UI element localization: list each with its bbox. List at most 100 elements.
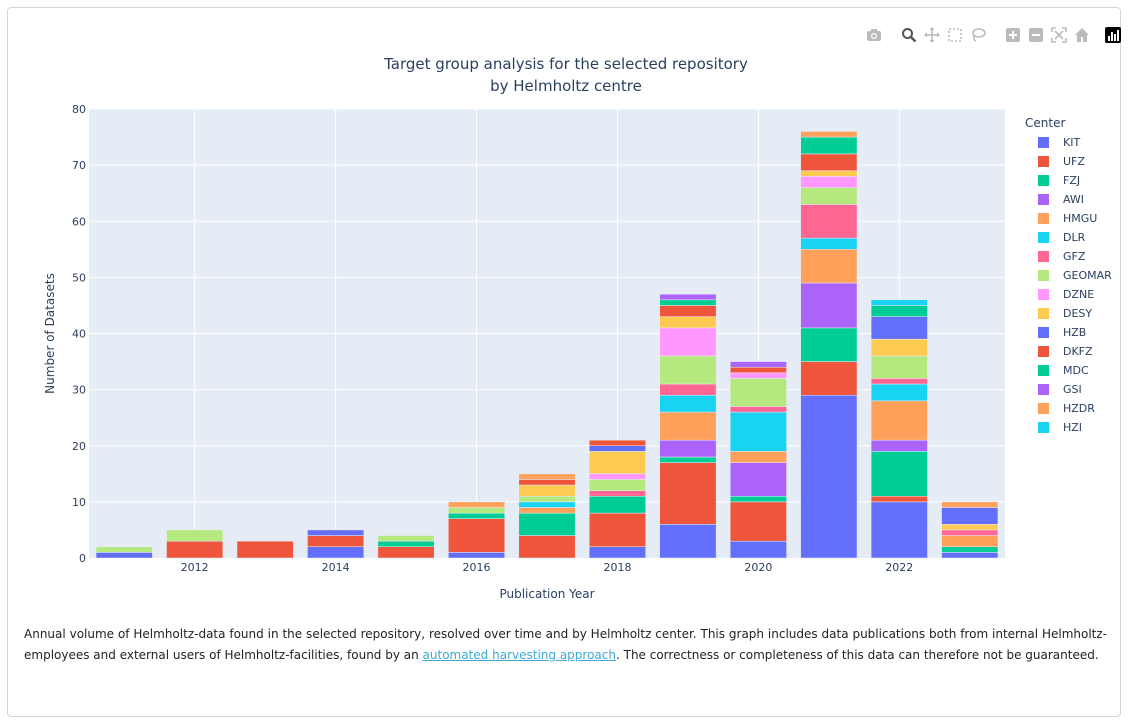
bar-gsi-2020 — [729, 361, 787, 368]
lasso-select-icon[interactable] — [968, 25, 988, 45]
x-tick-label: 2022 — [885, 561, 913, 574]
bar-gfz-2020 — [729, 406, 787, 413]
legend-swatch-hzb — [1038, 327, 1049, 338]
legend-swatch-ufz — [1038, 156, 1049, 167]
bar-geomar-2016 — [448, 507, 505, 514]
x-tick-label: 2016 — [463, 561, 491, 574]
bar-ufz-2018 — [589, 512, 646, 548]
box-select-icon[interactable] — [945, 25, 965, 45]
bar-geomar-2012 — [166, 529, 224, 542]
bar-dzne-2020 — [729, 372, 787, 379]
legend-swatch-dlr — [1038, 232, 1049, 243]
bar-geomar-2020 — [729, 378, 787, 407]
y-tick-label: 70 — [72, 159, 86, 172]
bar-geomar-2018 — [589, 479, 646, 491]
legend-swatch-geomar — [1038, 270, 1049, 281]
autoscale-icon[interactable] — [1049, 25, 1069, 45]
bar-kit-2020 — [729, 540, 787, 559]
y-tick-label: 60 — [72, 215, 86, 228]
legend-label-hzi: HZI — [1063, 421, 1082, 434]
bar-kit-2018 — [589, 546, 646, 559]
legend-label-geomar: GEOMAR — [1063, 269, 1112, 282]
y-tick-label: 30 — [72, 384, 86, 397]
bar-ufz-2016 — [448, 518, 505, 553]
legend-label-mdc: MDC — [1063, 364, 1089, 377]
legend-label-awi: AWI — [1063, 193, 1084, 206]
harvesting-approach-link[interactable]: automated harvesting approach — [422, 648, 616, 662]
y-tick-label: 0 — [79, 552, 86, 565]
x-tick-label: 2018 — [603, 561, 631, 574]
legend-swatch-gsi — [1038, 384, 1049, 395]
legend-label-dkfz: DKFZ — [1063, 345, 1093, 358]
legend-label-ufz: UFZ — [1063, 155, 1085, 168]
zoom-in-icon[interactable] — [1003, 25, 1023, 45]
legend-title: Center — [1025, 116, 1065, 130]
bar-hzb-2023 — [941, 507, 999, 525]
legend-label-fzj: FZJ — [1063, 174, 1080, 187]
zoom-out-icon[interactable] — [1026, 25, 1046, 45]
bar-dzne-2018 — [589, 473, 646, 480]
bar-dlr-2017 — [518, 501, 576, 508]
bar-geomar-2017 — [518, 496, 576, 503]
bar-geomar-2021 — [800, 187, 858, 205]
y-tick-label: 40 — [72, 328, 86, 341]
bar-hzdr-2016 — [448, 501, 505, 508]
bar-fzj-2018 — [589, 496, 646, 514]
bar-geomar-2011 — [95, 546, 153, 553]
bar-ufz-2015 — [377, 546, 435, 559]
bar-dlr-2021 — [800, 237, 858, 250]
bar-dlr-2020 — [729, 411, 787, 452]
legend-swatch-hmgu — [1038, 213, 1049, 224]
bar-hzdr-2017 — [518, 473, 576, 480]
bar-dzne-2019 — [659, 327, 717, 357]
chart-title: Target group analysis for the selected r… — [383, 55, 748, 73]
legend-swatch-mdc — [1038, 365, 1049, 376]
bar-dkfz-2018 — [589, 439, 646, 447]
x-axis-title: Publication Year — [499, 587, 594, 601]
y-tick-label: 10 — [72, 496, 86, 509]
legend-label-kit: KIT — [1063, 136, 1080, 149]
bar-awi-2019 — [659, 439, 717, 458]
bar-kit-2021 — [800, 394, 858, 559]
bar-fzj-2019 — [659, 456, 717, 463]
bar-fzj-2023 — [941, 546, 999, 553]
chart-caption: Annual volume of Helmholtz-data found in… — [24, 624, 1107, 666]
bar-desy-2021 — [800, 170, 858, 177]
bar-geomar-2019 — [659, 355, 717, 385]
bar-hzb-2018 — [589, 445, 646, 452]
bar-ufz-2012 — [166, 540, 224, 559]
bar-ufz-2022 — [870, 496, 928, 503]
bar-hmgu-2021 — [800, 249, 858, 284]
bar-geomar-2015 — [377, 535, 435, 542]
x-tick-label: 2012 — [181, 561, 209, 574]
bar-ufz-2019 — [659, 462, 717, 525]
bar-fzj-2016 — [448, 512, 505, 519]
camera-icon[interactable] — [864, 25, 884, 45]
bar-kit-2022 — [870, 501, 928, 559]
bar-gfz-2019 — [659, 383, 717, 396]
bar-hzb-2022 — [870, 316, 928, 340]
pan-icon[interactable] — [922, 25, 942, 45]
legend-label-hzdr: HZDR — [1063, 402, 1095, 415]
bar-dlr-2022 — [870, 383, 928, 402]
bar-desy-2018 — [589, 451, 646, 475]
y-tick-label: 80 — [72, 103, 86, 116]
bar-hmgu-2019 — [659, 411, 717, 441]
zoom-icon[interactable] — [899, 25, 919, 45]
bar-gfz-2021 — [800, 204, 858, 239]
bar-kit-2014 — [307, 546, 365, 559]
bar-hzdr-2023 — [941, 501, 999, 508]
bar-mdc-2019 — [659, 299, 717, 306]
reset-axes-icon[interactable] — [1072, 25, 1092, 45]
legend-swatch-desy — [1038, 308, 1049, 319]
plotly-logo-icon[interactable] — [1105, 27, 1121, 43]
bar-kit-2011 — [95, 552, 153, 559]
bar-fzj-2021 — [800, 327, 858, 362]
bar-hmgu-2022 — [870, 400, 928, 441]
bar-ufz-2013 — [236, 540, 294, 559]
bar-fzj-2015 — [377, 540, 435, 548]
bar-dkfz-2020 — [729, 366, 787, 374]
bar-hmgu-2023 — [941, 535, 999, 548]
y-axis-title: Number of Datasets — [43, 273, 57, 394]
bar-awi-2022 — [870, 439, 928, 452]
